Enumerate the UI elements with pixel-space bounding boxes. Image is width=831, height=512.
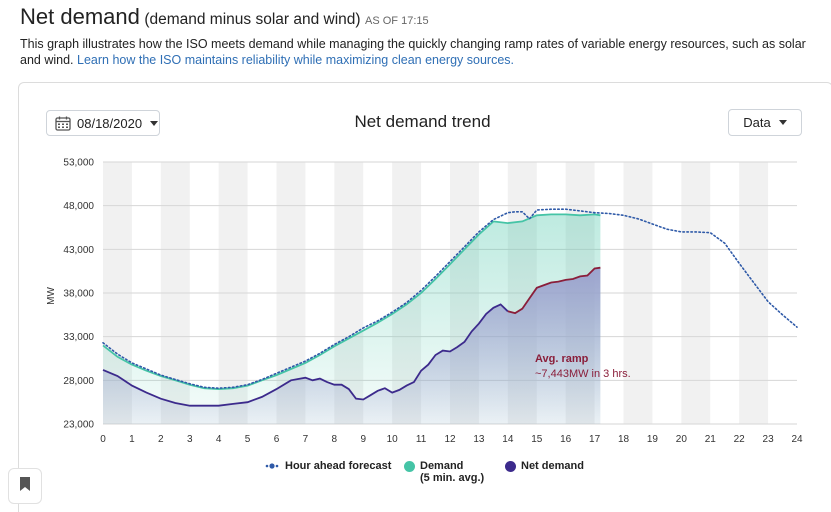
page-subtitle: (demand minus solar and wind) [144,11,361,28]
x-tick-label: 16 [560,434,572,445]
y-tick-label: 53,000 [63,158,94,169]
x-tick-label: 4 [216,434,222,445]
bookmark-icon [19,476,31,496]
y-tick-label: 28,000 [63,376,94,387]
x-tick-label: 0 [100,434,106,445]
date-picker-button[interactable]: 08/18/2020 [46,110,160,136]
y-tick-label: 33,000 [63,332,94,343]
x-tick-label: 18 [618,434,630,445]
bookmark-button[interactable] [8,468,42,504]
chart-title: Net demand trend [354,112,491,131]
legend-demand-note: (5 min. avg.) [420,472,485,484]
x-tick-label: 7 [303,434,309,445]
data-label: Data [743,115,771,130]
x-tick-label: 19 [647,434,659,445]
demand-dot-icon [404,461,415,472]
legend-net-demand[interactable]: Net demand [505,460,584,472]
x-tick-label: 9 [360,434,366,445]
net-demand-dot-icon [505,461,516,472]
x-tick-label: 13 [473,434,485,445]
x-tick-label: 2 [158,434,164,445]
dotted-line-icon [264,461,280,474]
x-tick-label: 10 [387,434,399,445]
description: This graph illustrates how the ISO meets… [20,36,820,68]
net-demand-ramp-line [507,266,601,315]
area-fills [103,214,601,424]
learn-more-link[interactable]: Learn how the ISO maintains reliability … [77,53,515,67]
chevron-down-icon [778,120,787,125]
x-tick-label: 23 [763,434,775,445]
y-tick-label: 23,000 [63,420,94,431]
series-lines [102,208,798,407]
x-tick-label: 15 [531,434,543,445]
annotation-avg-ramp: Avg. ramp [535,353,589,365]
x-tick-label: 14 [502,434,514,445]
x-tick-label: 17 [589,434,601,445]
x-tick-label: 21 [705,434,717,445]
x-tick-label: 1 [129,434,135,445]
x-tick-label: 6 [274,434,280,445]
chart-legend: Hour ahead forecast Demand (5 min. avg.)… [0,460,831,492]
calendar-icon [55,116,71,131]
legend-net-label: Net demand [521,460,584,472]
y-axis-ticks: 23,000 28,000 33,000 38,000 43,000 48,000 53,0… [63,158,94,431]
x-tick-label: 8 [332,434,338,445]
x-tick-label: 3 [187,434,193,445]
page-title-main: Net demand [20,4,140,29]
legend-forecast[interactable]: Hour ahead forecast [264,460,391,474]
annotation-ramp-value: ~7,443MW in 3 hrs. [535,368,631,380]
net-demand-chart: 23,000 28,000 33,000 38,000 43,000 48,000 53,0… [46,158,803,446]
legend-demand[interactable]: Demand (5 min. avg.) [404,460,484,484]
x-tick-label: 24 [791,434,803,445]
y-tick-label: 48,000 [63,201,94,212]
x-tick-label: 22 [734,434,746,445]
y-axis-label: MW [46,287,57,305]
net-demand-area [103,267,601,424]
data-dropdown-button[interactable]: Data [728,109,802,136]
chevron-down-icon [150,120,159,126]
y-tick-label: 38,000 [63,289,94,300]
as-of-timestamp: AS OF 17:15 [365,15,429,27]
x-axis-ticks: 0 1 2 3 4 5 6 7 8 9 10 11 12 13 14 15 16 17 18 19 20 21 22 23 24 [100,434,803,445]
legend-forecast-label: Hour ahead forecast [285,460,392,472]
net-demand-line [102,303,509,407]
forecast-line [102,208,798,390]
x-tick-label: 5 [245,434,251,445]
description-text: This graph illustrates how the ISO meets… [20,37,806,67]
x-tick-label: 11 [416,434,427,445]
y-tick-label: 43,000 [63,245,94,256]
date-label: 08/18/2020 [77,115,143,131]
page-title: Net demand (demand minus solar and wind)… [20,4,429,30]
x-tick-label: 20 [676,434,688,445]
x-tick-label: 12 [444,434,456,445]
demand-line [102,213,601,391]
legend-demand-label: Demand [420,460,464,472]
